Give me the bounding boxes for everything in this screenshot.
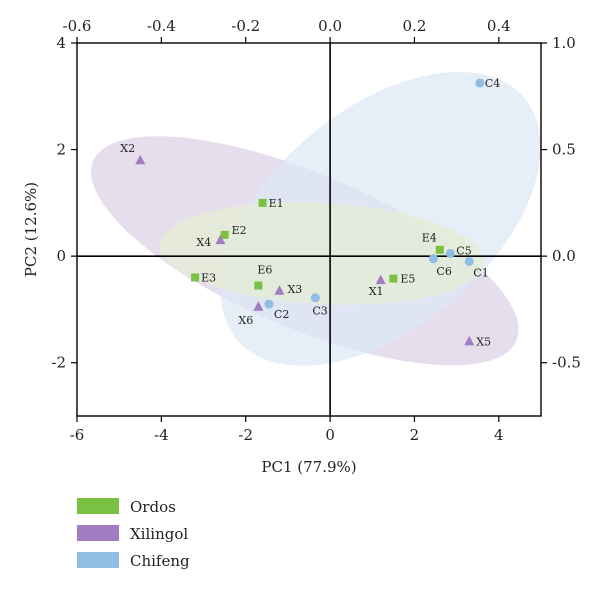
point-label-e1: E1	[269, 197, 284, 210]
point-label-x6: X6	[238, 314, 253, 327]
point-label-x1: X1	[369, 285, 384, 298]
x-tick-label: -2	[238, 426, 253, 444]
plot-border	[76, 42, 542, 417]
y-tick-label: 4	[56, 34, 66, 52]
y-tick-label: 0	[56, 247, 66, 265]
point-label-c6: C6	[436, 265, 451, 278]
right-tick-label: 0.5	[552, 141, 576, 159]
legend-swatch-chifeng	[77, 552, 119, 568]
point-label-c1: C1	[473, 266, 488, 279]
top-tick-label: 0.4	[487, 17, 511, 35]
legend: Ordos Xilingol Chifeng	[77, 498, 190, 570]
x-tick-label: -6	[70, 426, 85, 444]
right-tick-label: 0.0	[552, 247, 576, 265]
point-e3	[191, 273, 200, 282]
point-c2	[264, 299, 274, 309]
point-e2	[220, 230, 229, 239]
point-label-x2: X2	[120, 142, 135, 155]
x-tick-label: 2	[410, 426, 420, 444]
plot-frame	[76, 42, 542, 417]
point-c1	[464, 256, 474, 266]
point-c4	[475, 78, 485, 88]
point-label-c3: C3	[312, 305, 327, 318]
x-tick-label: 0	[325, 426, 335, 444]
top-tick-label: 0.0	[318, 17, 342, 35]
point-x3	[274, 285, 285, 295]
point-x5	[464, 335, 475, 346]
top-tick-label: -0.6	[63, 17, 92, 35]
legend-swatch-ordos	[77, 498, 119, 514]
point-c6	[428, 254, 438, 264]
x-tick-label: -4	[154, 426, 169, 444]
legend-label-xilingol: Xilingol	[130, 525, 188, 543]
y-axis-title: PC2 (12.6%)	[22, 182, 40, 277]
right-tick-label: 1.0	[552, 34, 576, 52]
point-x6	[253, 301, 264, 311]
point-c3	[310, 293, 320, 303]
legend-label-chifeng: Chifeng	[130, 552, 190, 570]
y-tick-label: -2	[51, 354, 66, 372]
point-label-x3: X3	[287, 283, 302, 296]
point-e5	[389, 274, 398, 283]
point-c5	[445, 248, 455, 258]
top-tick-label: -0.4	[147, 17, 176, 35]
point-x4	[215, 234, 226, 245]
point-label-e6: E6	[257, 263, 272, 276]
origin-lines	[77, 43, 541, 416]
point-label-e5: E5	[400, 273, 415, 286]
point-label-e4: E4	[422, 232, 437, 245]
point-e1	[258, 198, 267, 207]
point-label-c5: C5	[456, 244, 471, 257]
point-x2	[135, 154, 146, 165]
top-tick-label: 0.2	[403, 17, 427, 35]
data-points: E1 E2 E3 E4 E5 E6 X1 X2 X3 X4 X5 X6 C1 C2 C3 C4 C5 C6	[120, 77, 500, 348]
right-tick-label: -0.5	[552, 354, 581, 372]
point-label-x4: X4	[196, 236, 211, 249]
point-x1	[375, 274, 386, 285]
point-label-c2: C2	[274, 308, 289, 321]
confidence-ellipses	[91, 72, 541, 366]
point-label-e3: E3	[201, 271, 216, 284]
legend-swatch-xilingol	[77, 525, 119, 541]
x-tick-label: 4	[494, 426, 504, 444]
ellipse-ordos	[159, 202, 484, 305]
top-tick-label: -0.2	[231, 17, 260, 35]
point-e4	[435, 245, 444, 254]
point-e6	[254, 281, 263, 290]
y-tick-label: 2	[56, 141, 66, 159]
point-label-e2: E2	[232, 224, 247, 237]
x-axis-title: PC1 (77.9%)	[261, 458, 356, 476]
legend-label-ordos: Ordos	[130, 498, 176, 516]
point-label-c4: C4	[485, 77, 500, 90]
point-label-x5: X5	[476, 335, 491, 348]
